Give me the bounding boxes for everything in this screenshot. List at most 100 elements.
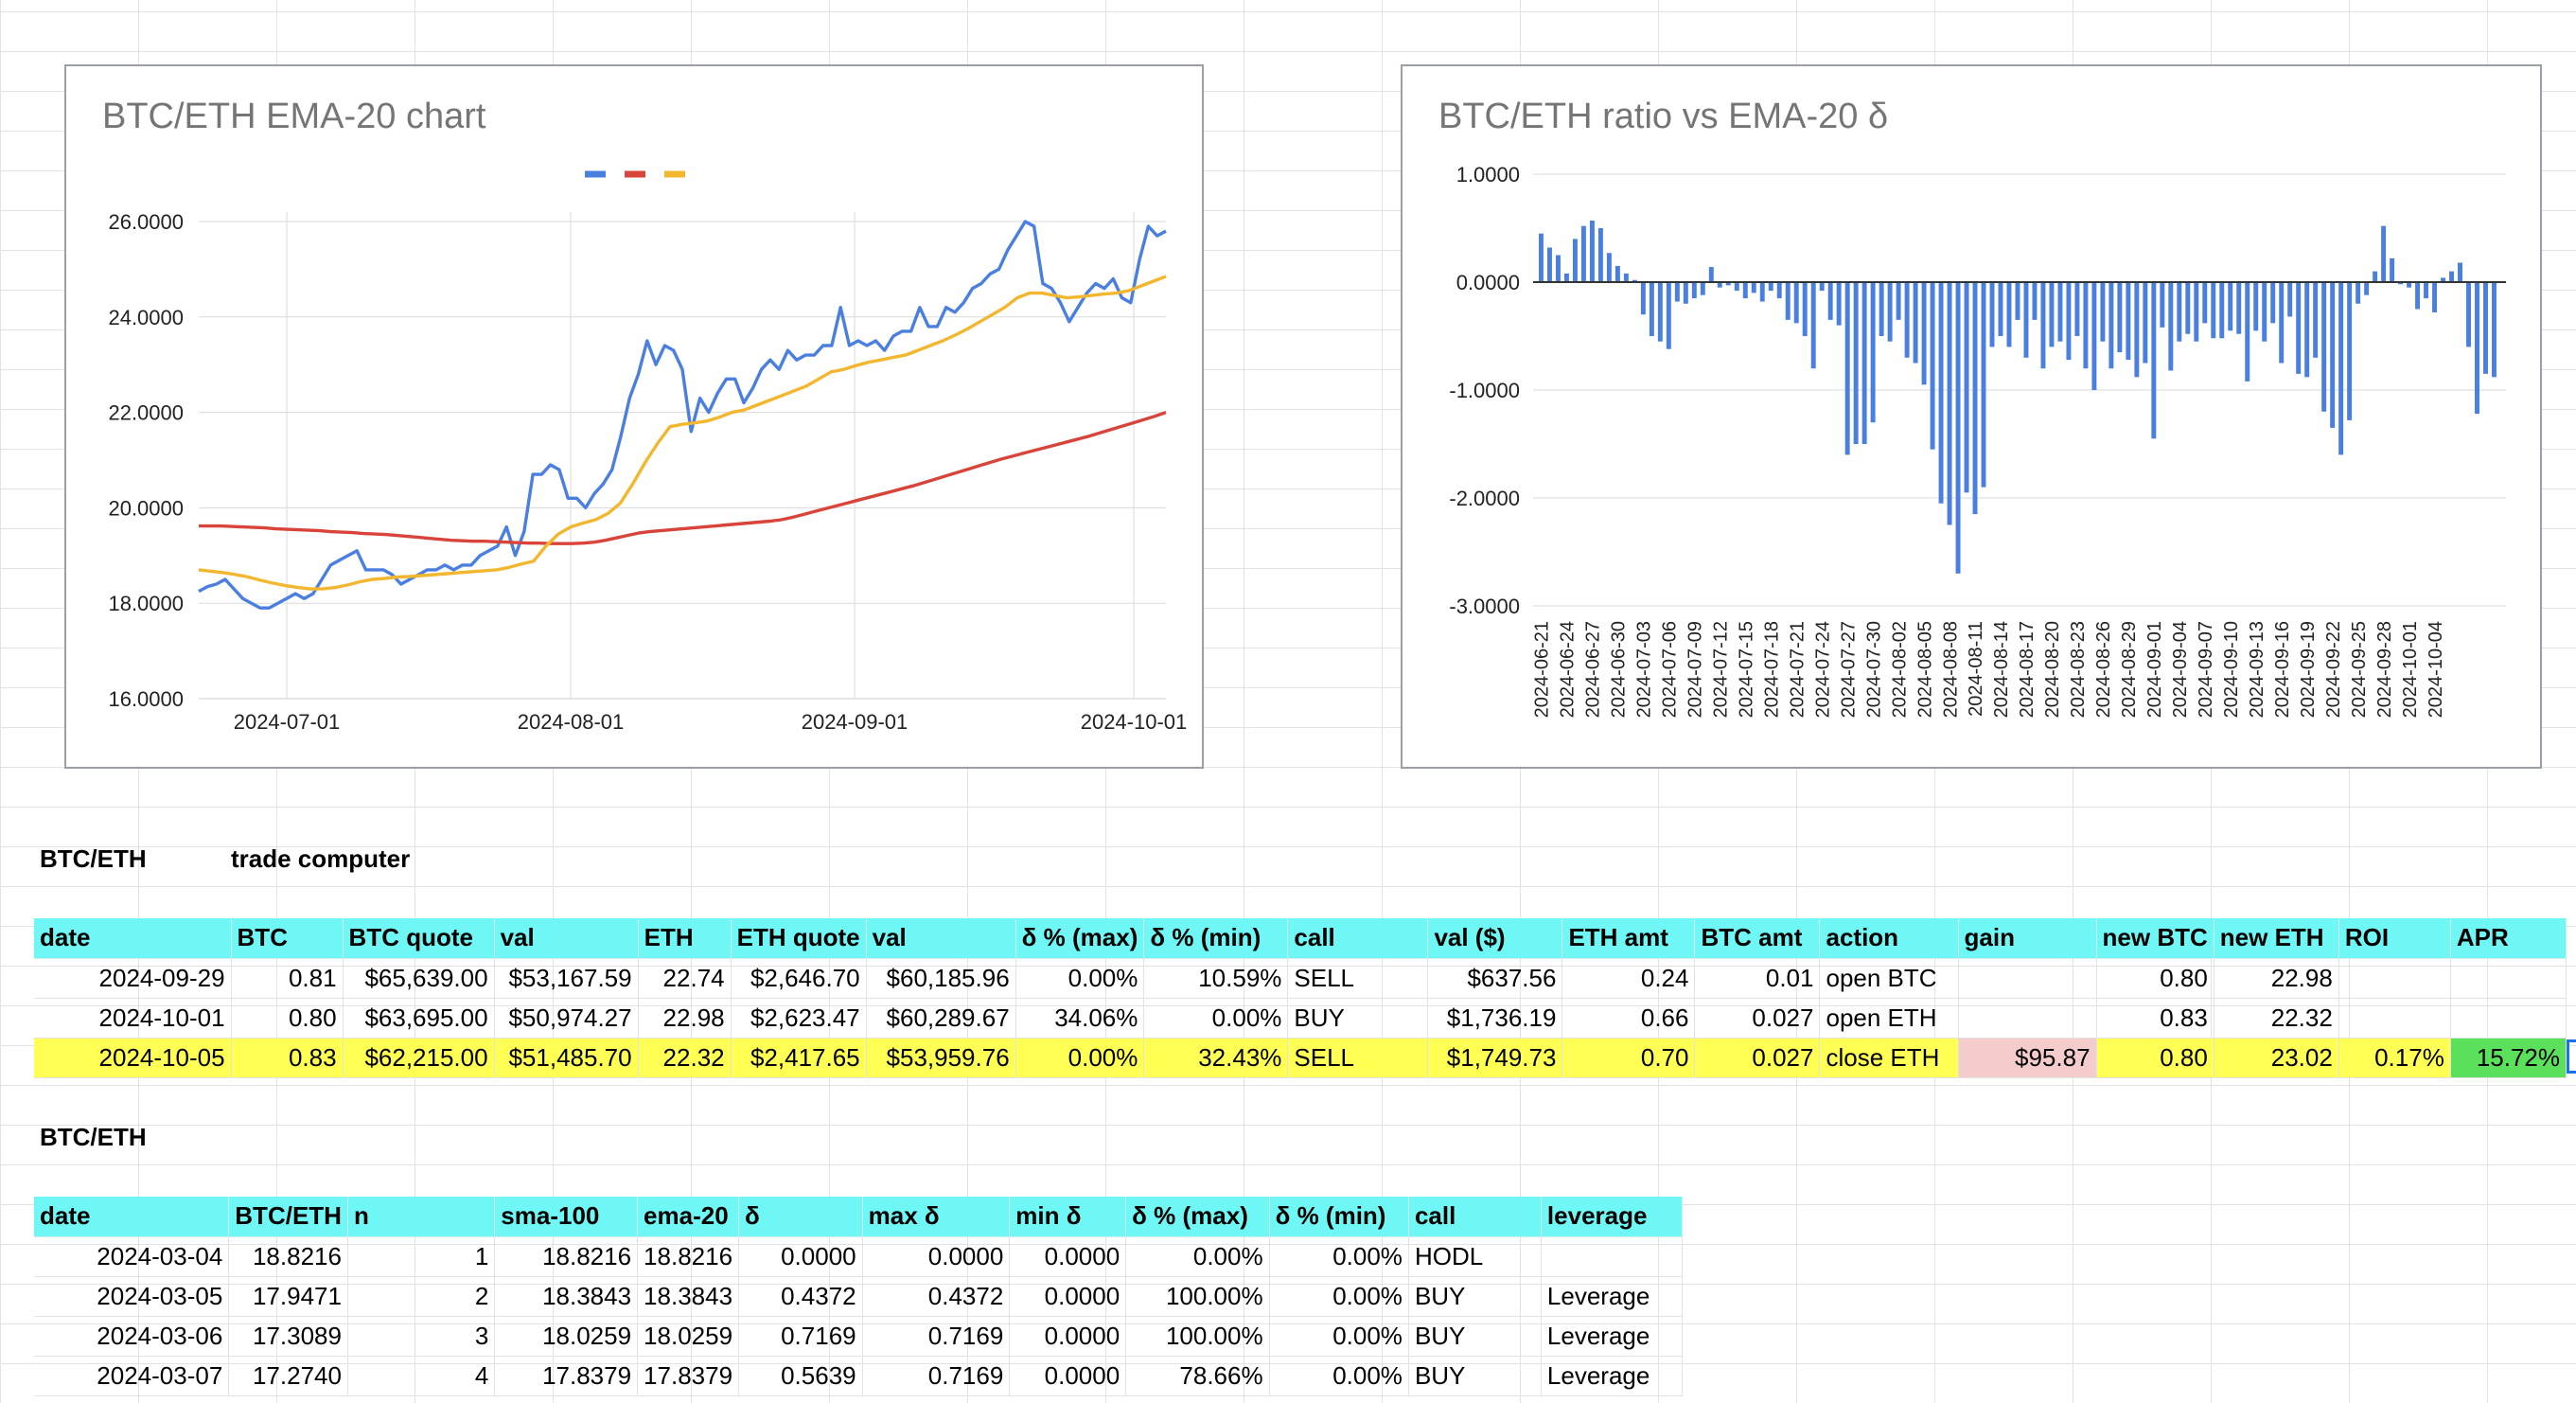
table-cell[interactable]: 0.00% xyxy=(1143,998,1289,1039)
table-cell[interactable]: 18.0259 xyxy=(494,1316,639,1357)
table-cell[interactable]: SELL xyxy=(1287,958,1429,999)
header-cell[interactable]: δ % (min) xyxy=(1143,918,1289,959)
table-cell[interactable]: 0.4372 xyxy=(862,1276,1011,1317)
table-cell[interactable]: 100.00% xyxy=(1125,1276,1270,1317)
table-cell[interactable]: $62,215.00 xyxy=(343,1038,495,1078)
table-cell[interactable]: 22.98 xyxy=(638,998,732,1039)
header-cell[interactable]: APR xyxy=(2450,918,2567,959)
header-cell[interactable]: gain xyxy=(1958,918,2097,959)
table-cell[interactable]: Leverage xyxy=(1541,1316,1684,1357)
table-cell[interactable] xyxy=(1958,998,2097,1039)
table-cell[interactable]: 0.0000 xyxy=(738,1236,863,1277)
table-cell[interactable]: 0.7169 xyxy=(862,1356,1011,1396)
table-cell[interactable] xyxy=(2450,998,2567,1039)
table-cell[interactable]: 2024-10-01 xyxy=(34,998,232,1039)
table-cell[interactable] xyxy=(1541,1236,1684,1277)
header-cell[interactable]: δ % (max) xyxy=(1125,1197,1270,1237)
table-cell[interactable]: 0.83 xyxy=(2096,998,2214,1039)
table-cell[interactable]: 4 xyxy=(347,1356,496,1396)
header-cell[interactable]: ETH amt xyxy=(1561,918,1696,959)
table-cell[interactable]: 0.4372 xyxy=(738,1276,863,1317)
header-cell[interactable]: val ($) xyxy=(1427,918,1563,959)
table-cell[interactable]: $2,623.47 xyxy=(731,998,867,1039)
header-cell[interactable]: δ % (min) xyxy=(1269,1197,1409,1237)
table-cell[interactable]: 15.72% xyxy=(2450,1038,2567,1078)
table-cell[interactable]: $65,639.00 xyxy=(343,958,495,999)
table-cell[interactable]: $60,289.67 xyxy=(866,998,1016,1039)
table-cell[interactable]: 17.8379 xyxy=(637,1356,740,1396)
table-cell[interactable]: $637.56 xyxy=(1427,958,1563,999)
header-cell[interactable]: date xyxy=(34,1197,230,1237)
table-cell[interactable]: 23.02 xyxy=(2214,1038,2339,1078)
table-cell[interactable]: 32.43% xyxy=(1143,1038,1289,1078)
table-cell[interactable]: 34.06% xyxy=(1015,998,1145,1039)
header-cell[interactable]: new ETH xyxy=(2214,918,2339,959)
table-cell[interactable]: 0.00% xyxy=(1269,1316,1409,1357)
table-cell[interactable]: $53,959.76 xyxy=(866,1038,1016,1078)
table-cell[interactable]: 2024-09-29 xyxy=(34,958,232,999)
table-cell[interactable]: 0.0000 xyxy=(1009,1276,1127,1317)
table-cell[interactable]: 0.81 xyxy=(231,958,344,999)
table-cell[interactable]: 0.7169 xyxy=(862,1316,1011,1357)
table-cell[interactable]: 100.00% xyxy=(1125,1316,1270,1357)
header-cell[interactable]: BTC quote xyxy=(343,918,495,959)
table-cell[interactable]: 0.027 xyxy=(1694,1038,1821,1078)
table-cell[interactable]: 0.17% xyxy=(2338,1038,2451,1078)
table-cell[interactable]: 0.027 xyxy=(1694,998,1821,1039)
table-cell[interactable]: $2,646.70 xyxy=(731,958,867,999)
table-cell[interactable]: 0.00% xyxy=(1015,1038,1145,1078)
table-cell[interactable]: Leverage xyxy=(1541,1356,1684,1396)
header-cell[interactable]: ETH quote xyxy=(731,918,867,959)
table-cell[interactable]: 22.74 xyxy=(638,958,732,999)
header-cell[interactable]: ema-20 xyxy=(637,1197,740,1237)
table-cell[interactable]: $95.87 xyxy=(1958,1038,2097,1078)
table-cell[interactable]: 2024-03-04 xyxy=(34,1236,230,1277)
table-cell[interactable]: 0.80 xyxy=(2096,1038,2214,1078)
table-cell[interactable]: $63,695.00 xyxy=(343,998,495,1039)
header-cell[interactable]: action xyxy=(1819,918,1959,959)
table-cell[interactable]: 17.3089 xyxy=(228,1316,348,1357)
table-cell[interactable]: 0.0000 xyxy=(862,1236,1011,1277)
table-cell[interactable]: 22.32 xyxy=(638,1038,732,1078)
table-cell[interactable]: 0.24 xyxy=(1561,958,1696,999)
header-cell[interactable]: n xyxy=(347,1197,496,1237)
table-cell[interactable]: 2 xyxy=(347,1276,496,1317)
table-cell[interactable]: 3 xyxy=(347,1316,496,1357)
table-cell[interactable] xyxy=(2450,958,2567,999)
table-cell[interactable]: BUY xyxy=(1408,1356,1542,1396)
header-cell[interactable]: val xyxy=(866,918,1016,959)
table-cell[interactable]: 0.00% xyxy=(1015,958,1145,999)
table-cell[interactable]: 17.9471 xyxy=(228,1276,348,1317)
header-cell[interactable]: leverage xyxy=(1541,1197,1684,1237)
header-cell[interactable]: call xyxy=(1287,918,1429,959)
table-cell[interactable]: 0.7169 xyxy=(738,1316,863,1357)
table-cell[interactable]: $51,485.70 xyxy=(494,1038,639,1078)
table-cell[interactable]: 78.66% xyxy=(1125,1356,1270,1396)
table-cell[interactable]: 2024-03-06 xyxy=(34,1316,230,1357)
table-cell[interactable]: open BTC xyxy=(1819,958,1959,999)
header-cell[interactable]: val xyxy=(494,918,639,959)
table-cell[interactable]: 0.83 xyxy=(231,1038,344,1078)
table-cell[interactable]: 0.66 xyxy=(1561,998,1696,1039)
table-cell[interactable]: 0.5639 xyxy=(738,1356,863,1396)
table-cell[interactable]: close ETH xyxy=(1819,1038,1959,1078)
header-cell[interactable]: sma-100 xyxy=(494,1197,639,1237)
delta-bar-chart[interactable]: BTC/ETH ratio vs EMA-20 δ 1.0000 0.0000 -1… xyxy=(1401,64,2542,769)
table-cell[interactable]: 17.8379 xyxy=(494,1356,639,1396)
table-cell[interactable]: 0.00% xyxy=(1269,1356,1409,1396)
table-cell[interactable]: $60,185.96 xyxy=(866,958,1016,999)
table-cell[interactable]: 0.01 xyxy=(1694,958,1821,999)
table-cell[interactable]: 0.80 xyxy=(231,998,344,1039)
table-cell[interactable]: $1,749.73 xyxy=(1427,1038,1563,1078)
header-cell[interactable]: BTC amt xyxy=(1694,918,1821,959)
table-cell[interactable]: 18.8216 xyxy=(637,1236,740,1277)
table-cell[interactable]: 18.0259 xyxy=(637,1316,740,1357)
header-cell[interactable]: new BTC xyxy=(2096,918,2214,959)
table-cell[interactable]: BUY xyxy=(1287,998,1429,1039)
table-cell[interactable]: $50,974.27 xyxy=(494,998,639,1039)
header-cell[interactable]: δ xyxy=(738,1197,863,1237)
table-cell[interactable]: 18.3843 xyxy=(494,1276,639,1317)
table-cell[interactable]: open ETH xyxy=(1819,998,1959,1039)
table-cell[interactable]: $1,736.19 xyxy=(1427,998,1563,1039)
header-cell[interactable]: ETH xyxy=(638,918,732,959)
